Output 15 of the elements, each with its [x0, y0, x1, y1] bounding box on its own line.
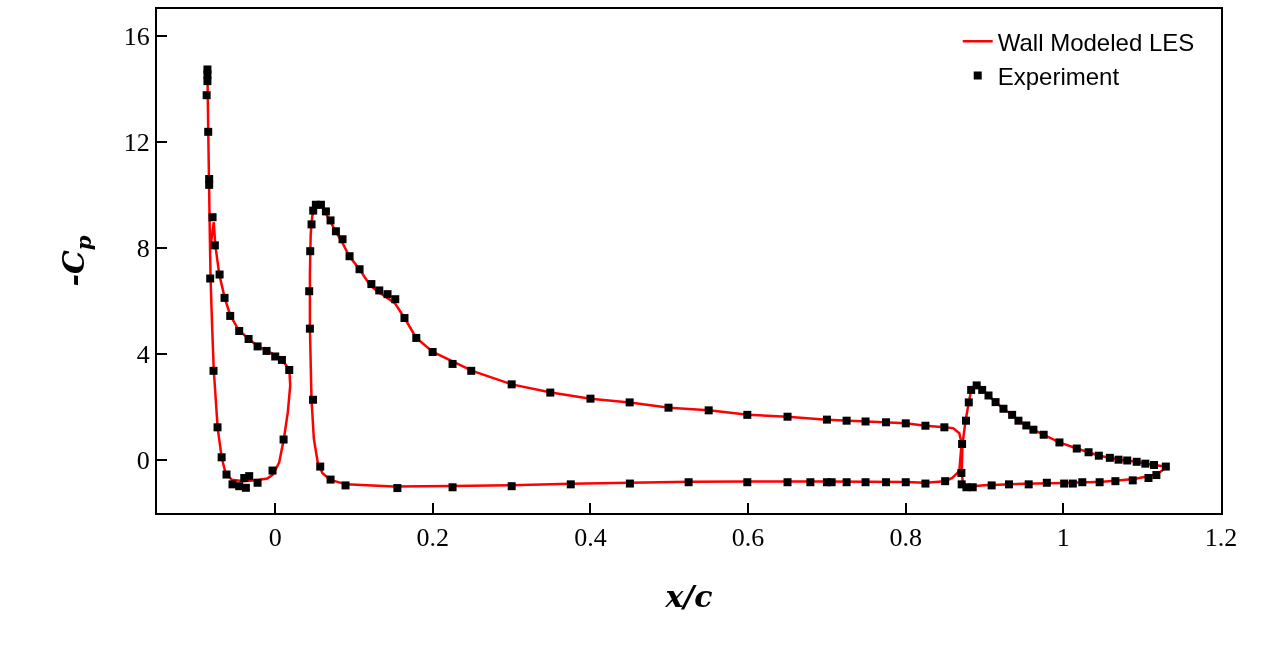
y-tick-label: 12 [123, 127, 150, 157]
y-tick-label: 16 [123, 21, 150, 51]
x-tick-label: 0.6 [731, 523, 765, 553]
x-tick-label: 0.8 [889, 523, 922, 553]
y-tick-label: 4 [136, 339, 150, 369]
legend-label: Wall Modeled LES [997, 28, 1195, 56]
x-tick-label: 0.2 [416, 523, 450, 553]
y-tick-label: 8 [136, 233, 150, 263]
x-axis-title: x/c [664, 579, 713, 615]
legend-label: Experiment [997, 62, 1120, 90]
y-tick-label: 0 [136, 446, 150, 476]
x-tick-label: 1 [1056, 523, 1070, 553]
x-tick-label: 0.4 [574, 523, 607, 553]
x-tick-label: 1.2 [1204, 523, 1238, 553]
x-tick-label: 0 [268, 523, 282, 553]
